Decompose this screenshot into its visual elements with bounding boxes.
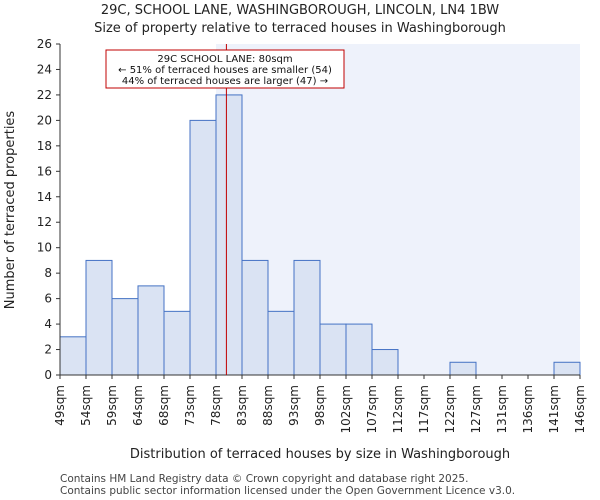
bar-64sqm: [137, 285, 165, 376]
y-tick-label: 6: [44, 292, 52, 306]
y-tick-label: 12: [37, 215, 52, 229]
bar-83sqm: [241, 259, 269, 376]
y-tick-label: 16: [37, 164, 52, 178]
x-tick-label: 64sqm: [131, 385, 145, 426]
bar-102sqm: [345, 323, 373, 376]
bar-78sqm: [215, 94, 243, 376]
bar-54sqm: [85, 259, 113, 376]
bar-68sqm: [163, 310, 191, 376]
x-tick-label: 88sqm: [261, 385, 275, 426]
y-tick-label: 0: [44, 368, 52, 382]
x-tick-label: 78sqm: [209, 385, 223, 426]
x-tick-label: 83sqm: [235, 385, 249, 426]
annotation-line-3: 44% of terraced houses are larger (47) →: [122, 76, 328, 87]
bar-93sqm: [293, 259, 321, 376]
y-axis-label: Number of terraced properties: [3, 111, 18, 310]
x-tick-label: 98sqm: [313, 385, 327, 426]
y-tick-label: 18: [37, 139, 52, 153]
x-tick-label: 54sqm: [79, 385, 93, 426]
y-tick-label: 20: [37, 113, 52, 127]
x-tick-label: 127sqm: [469, 385, 483, 433]
y-tick-label: 10: [37, 241, 52, 255]
y-tick-label: 26: [37, 37, 52, 51]
x-tick-label: 117sqm: [417, 385, 431, 433]
bars-group: [59, 94, 581, 376]
x-tick-label: 73sqm: [183, 385, 197, 426]
x-tick-label: 141sqm: [547, 385, 561, 433]
annotation-box: [105, 49, 345, 89]
chart-title: 29C, SCHOOL LANE, WASHINGBOROUGH, LINCOL…: [101, 3, 499, 18]
x-axis-ticks: 49sqm 54sqm 59sqm 64sqm 68sqm 73sqm 78sqm 83sqm…: [53, 375, 587, 433]
x-tick-label: 107sqm: [365, 385, 379, 433]
bar-107sqm: [371, 349, 399, 376]
x-tick-label: 136sqm: [521, 385, 535, 433]
annotation-line-1: 29C SCHOOL LANE: 80sqm: [157, 54, 292, 65]
bar-141sqm: [553, 361, 581, 376]
x-tick-label: 146sqm: [573, 385, 587, 433]
bar-73sqm: [189, 119, 217, 376]
y-tick-label: 2: [44, 343, 52, 357]
footer-line-1: Contains HM Land Registry data © Crown c…: [60, 473, 468, 485]
x-tick-label: 68sqm: [157, 385, 171, 426]
bar-59sqm: [111, 298, 139, 376]
x-tick-label: 112sqm: [391, 385, 405, 433]
x-tick-label: 93sqm: [287, 385, 301, 426]
x-tick-label: 49sqm: [53, 385, 67, 426]
footer-line-2: Contains public sector information licen…: [60, 485, 515, 497]
y-tick-label: 22: [37, 88, 52, 102]
bar-122sqm: [449, 361, 477, 376]
y-tick-label: 4: [44, 317, 52, 331]
x-axis-label: Distribution of terraced houses by size …: [130, 447, 510, 462]
bar-88sqm: [267, 310, 295, 376]
annotation-line-2: ← 51% of terraced houses are smaller (54…: [118, 65, 332, 76]
x-tick-label: 122sqm: [443, 385, 457, 433]
chart-subtitle: Size of property relative to terraced ho…: [94, 21, 506, 36]
y-tick-label: 14: [37, 190, 52, 204]
y-tick-label: 24: [37, 62, 52, 76]
y-tick-label: 8: [44, 266, 52, 280]
x-tick-label: 59sqm: [105, 385, 119, 426]
x-tick-label: 102sqm: [339, 385, 353, 433]
x-tick-label: 131sqm: [495, 385, 509, 433]
bar-49sqm: [59, 336, 87, 376]
bar-98sqm: [319, 323, 347, 376]
